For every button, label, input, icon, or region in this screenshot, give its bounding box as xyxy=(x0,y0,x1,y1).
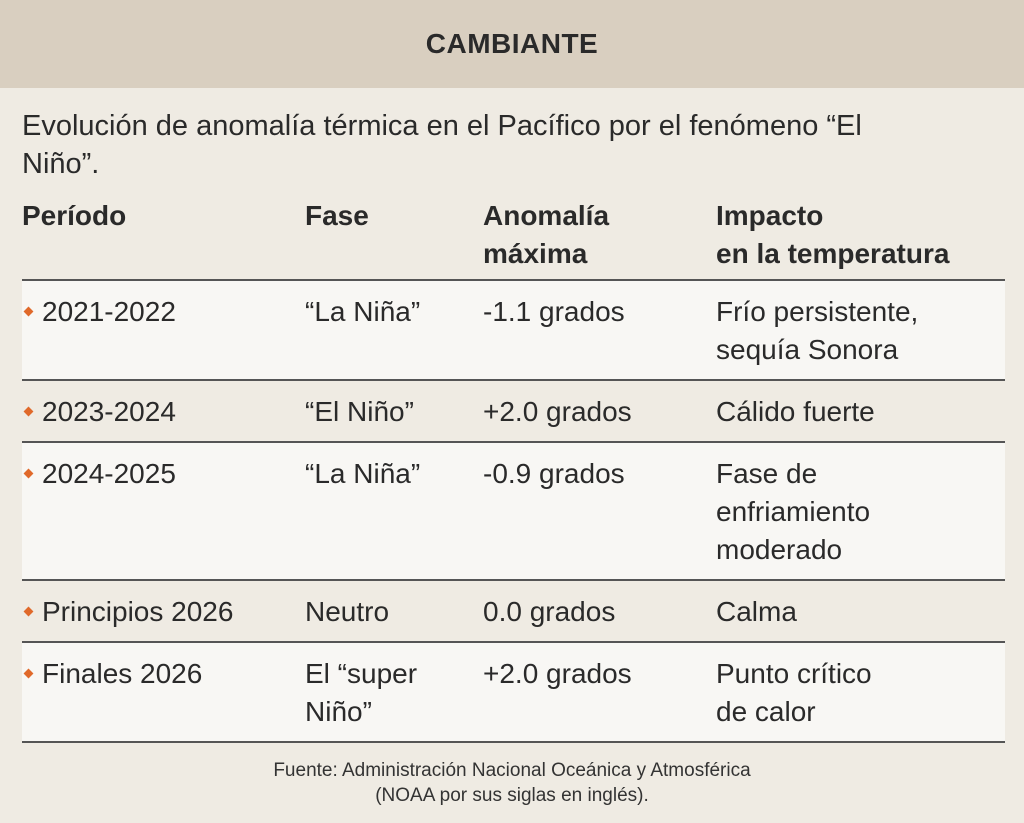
footer-line: Fuente: Administración Nacional Oceánica… xyxy=(273,760,751,781)
cell-text: 2023-2024 xyxy=(42,396,176,427)
rule xyxy=(22,741,1005,743)
cell-text: “El Niño” xyxy=(305,396,414,427)
cell-text: Fase de xyxy=(716,458,818,489)
cell-text: “La Niña” xyxy=(305,458,421,489)
rule xyxy=(22,379,1005,381)
rule xyxy=(22,641,1005,643)
header-title: CAMBIANTE xyxy=(425,28,599,59)
footer-line: (NOAA por sus siglas en inglés). xyxy=(375,785,649,806)
cell-text: +2.0 grados xyxy=(483,396,632,427)
column-header: Período xyxy=(22,200,127,231)
cell-text: Punto crítico xyxy=(716,658,872,689)
rule xyxy=(22,279,1005,281)
cell-text: El “super xyxy=(305,658,418,689)
subtitle-line: Evolución de anomalía térmica en el Pací… xyxy=(22,110,862,142)
row-background xyxy=(22,643,1005,741)
row-background xyxy=(22,381,1005,441)
cell-text: “La Niña” xyxy=(305,296,421,327)
cell-text: +2.0 grados xyxy=(483,658,632,689)
rule xyxy=(22,441,1005,443)
header-bar xyxy=(0,0,1024,88)
cell-text: Niño” xyxy=(305,696,372,727)
cell-text: -0.9 grados xyxy=(483,458,625,489)
cell-text: Frío persistente, xyxy=(716,296,919,327)
cell-text: Neutro xyxy=(305,596,390,627)
cell-text: de calor xyxy=(716,696,816,727)
cell-text: moderado xyxy=(716,534,843,565)
row-background xyxy=(22,581,1005,641)
cell-text: Finales 2026 xyxy=(42,658,203,689)
cell-text: enfriamiento xyxy=(716,496,871,527)
rule xyxy=(22,579,1005,581)
cell-text: Calma xyxy=(716,596,797,627)
column-header: Impacto xyxy=(716,200,824,231)
column-header: Anomalía xyxy=(483,200,610,231)
cell-text: 0.0 grados xyxy=(483,596,616,627)
row-background xyxy=(22,443,1005,579)
cell-text: sequía Sonora xyxy=(716,334,899,365)
cell-text: -1.1 grados xyxy=(483,296,625,327)
cell-text: 2024-2025 xyxy=(42,458,176,489)
row-background xyxy=(22,281,1005,379)
cell-text: Cálido fuerte xyxy=(716,396,875,427)
subtitle-line: Niño”. xyxy=(22,148,100,180)
column-header: Fase xyxy=(305,200,369,231)
cell-text: Principios 2026 xyxy=(42,596,234,627)
cell-text: 2021-2022 xyxy=(42,296,176,327)
column-header: en la temperatura xyxy=(716,238,950,269)
column-header: máxima xyxy=(483,238,588,269)
